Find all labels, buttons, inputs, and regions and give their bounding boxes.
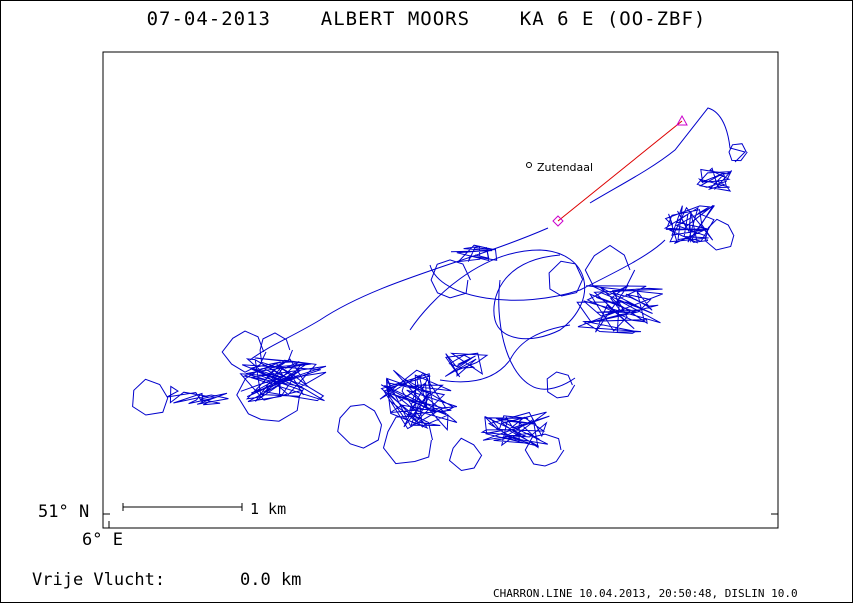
thermal-ring-west-top — [221, 330, 267, 373]
track-segment-descent — [498, 279, 576, 390]
town-marker — [526, 162, 532, 168]
thermal-ring-west-top-2 — [259, 332, 293, 368]
thermal-cluster-north-zigzag — [450, 244, 498, 263]
track-segment-link — [439, 324, 571, 383]
thermal-cluster-far-west — [166, 385, 229, 406]
free-flight-value: 0.0 km — [240, 570, 302, 590]
latitude-label: 51° N — [38, 502, 90, 522]
task-line — [557, 120, 683, 222]
thermal-ring-west-low — [236, 365, 304, 422]
thermal-ring-east-2 — [584, 244, 636, 296]
map-frame — [102, 51, 779, 529]
free-flight-label: Vrije Vlucht: — [32, 570, 166, 590]
thermal-cluster-northeast — [663, 204, 715, 244]
thermal-ring-east-1 — [548, 260, 584, 297]
place-label-zutendaal: Zutendaal — [537, 161, 594, 174]
finish-marker-diamond — [552, 215, 564, 227]
footer-info: CHARRON.LINE 10.04.2013, 20:50:48, DISLI… — [493, 587, 798, 600]
thermal-ring-top-end — [728, 143, 748, 162]
thermal-cluster-center — [379, 369, 458, 431]
thermal-cluster-east — [576, 284, 663, 334]
thermal-cluster-center-top — [444, 352, 489, 378]
track-segment-northeast — [589, 107, 746, 204]
longitude-label: 6° E — [82, 530, 123, 550]
thermal-ring-south-east-2 — [546, 371, 576, 399]
flight-title: 07-04-2013 ALBERT MOORS KA 6 E (OO-ZBF) — [146, 8, 707, 30]
thermal-ring-far-west — [132, 378, 169, 416]
thermal-ring-northeast — [704, 218, 735, 251]
start-marker-triangle — [676, 114, 688, 126]
thermal-ring-north — [430, 259, 471, 299]
thermal-ring-south — [448, 437, 483, 472]
thermal-ring-center-left — [337, 403, 383, 449]
scale-bar — [122, 503, 243, 511]
flight-track — [132, 107, 748, 472]
thermal-ring-center-low — [382, 415, 433, 465]
scale-bar-label: 1 km — [250, 500, 287, 518]
thermal-ring-south-east — [524, 433, 565, 467]
thermal-cluster-far-northeast — [696, 167, 733, 192]
track-segment-middle — [429, 239, 666, 301]
thermal-cluster-south — [480, 411, 550, 449]
thermal-cluster-west — [239, 357, 327, 403]
track-segment-loop — [409, 249, 586, 340]
